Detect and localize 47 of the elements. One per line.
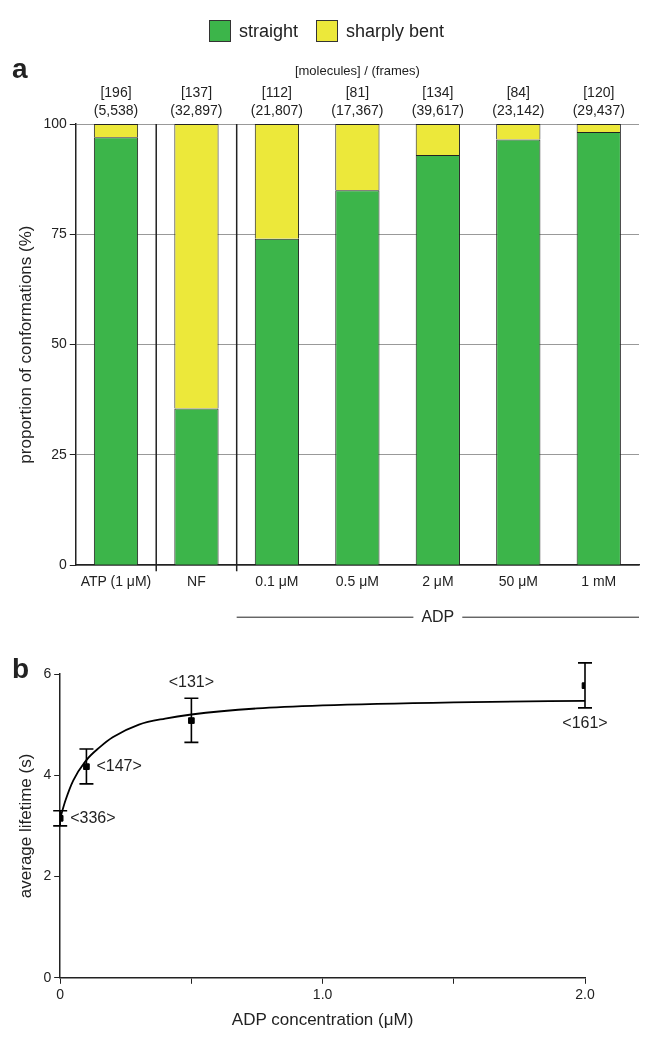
y-tick-label: 25 [51, 445, 67, 462]
x-tick-label: 50 μM [498, 573, 538, 590]
annotation: <161> [562, 714, 608, 732]
annotation: [81] [345, 83, 370, 100]
annotation: [137] [180, 83, 213, 100]
annotation: [196] [100, 83, 132, 100]
x-tick-label: 2 μM [422, 573, 454, 590]
annotation: (39,617) [411, 101, 464, 118]
text: b [12, 652, 30, 684]
y-tick-label: 2 [43, 867, 52, 884]
x-tick-label: NF [187, 573, 206, 590]
text: [molecules] / (frames) [294, 63, 420, 79]
legend-label: sharply bent [345, 20, 445, 42]
y-tick-label: 0 [43, 968, 52, 985]
text: ADP [421, 607, 455, 625]
x-tick-label: 1 mM [581, 573, 617, 590]
annotation: <336> [70, 808, 116, 826]
annotation: (17,367) [331, 101, 384, 118]
annotation: <147> [96, 757, 142, 775]
annotation: (23,142) [492, 101, 545, 118]
annotation: [84] [506, 83, 530, 100]
y-tick-label: 50 [51, 335, 67, 352]
y-axis-title: average lifetime (s) [15, 753, 35, 899]
x-tick-label: ATP (1 μM) [80, 573, 152, 590]
y-tick-label: 0 [58, 556, 67, 573]
annotation: (32,897) [170, 101, 223, 118]
x-tick-label: 1.0 [312, 986, 333, 1003]
y-axis-title: proportion of conformations (%) [15, 225, 35, 464]
point [83, 763, 90, 770]
y-tick-label: 6 [43, 664, 52, 681]
annotation: (29,437) [572, 101, 625, 118]
annotation: <131> [168, 672, 215, 690]
x-axis-title: ADP concentration (μM) [231, 1010, 414, 1030]
y-tick-label: 4 [43, 766, 52, 783]
x-tick-label: 0.5 μM [335, 573, 379, 590]
legend-label: straight [238, 20, 298, 42]
x-tick-label: 2.0 [575, 986, 595, 1003]
x-tick-label: 0.1 μM [255, 573, 299, 590]
annotation: [134] [422, 83, 454, 100]
annotation: [120] [583, 83, 615, 100]
point [188, 717, 195, 724]
annotation: (21,807) [250, 101, 303, 118]
y-tick-label: 75 [51, 225, 67, 242]
annotation: (5,538) [93, 101, 139, 118]
text: a [12, 52, 28, 84]
annotation: [112] [261, 83, 292, 100]
y-tick-label: 100 [43, 114, 67, 131]
